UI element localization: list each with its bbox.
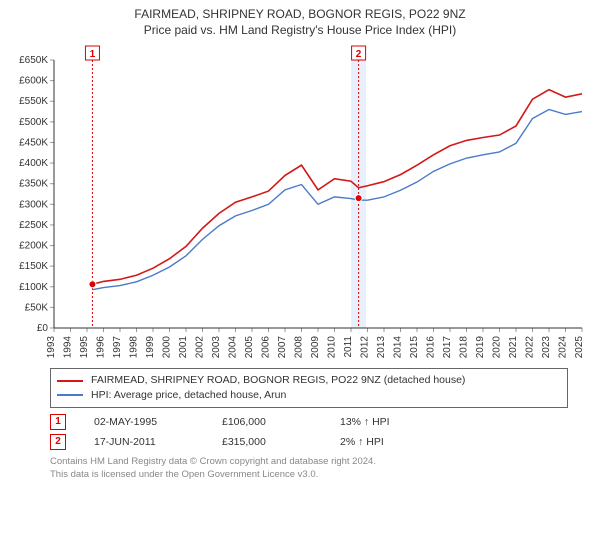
title-line1: FAIRMEAD, SHRIPNEY ROAD, BOGNOR REGIS, P… [0,6,600,22]
legend-row: HPI: Average price, detached house, Arun [57,388,561,403]
svg-text:2003: 2003 [211,336,222,359]
svg-text:£600K: £600K [19,76,48,87]
svg-text:£0: £0 [37,323,49,334]
data-point-marker: 2 [50,434,66,450]
svg-text:2011: 2011 [343,336,354,358]
data-point-pct: 13% ↑ HPI [340,416,430,428]
svg-text:2009: 2009 [310,336,321,359]
svg-text:£200K: £200K [19,241,48,252]
data-point-marker: 1 [50,414,66,430]
svg-text:£50K: £50K [25,303,49,314]
svg-text:2016: 2016 [426,336,437,359]
legend-row: FAIRMEAD, SHRIPNEY ROAD, BOGNOR REGIS, P… [57,373,561,388]
footer-line2: This data is licensed under the Open Gov… [50,469,568,482]
title-line2: Price paid vs. HM Land Registry's House … [0,22,600,38]
svg-text:2005: 2005 [244,336,255,359]
svg-text:£150K: £150K [19,262,48,273]
svg-text:2022: 2022 [525,336,536,359]
data-point-pct: 2% ↑ HPI [340,436,430,448]
svg-text:2017: 2017 [442,336,453,359]
svg-text:£300K: £300K [19,200,48,211]
svg-text:£500K: £500K [19,117,48,128]
svg-text:£450K: £450K [19,138,48,149]
legend-swatch [57,380,83,382]
data-point-date: 17-JUN-2011 [94,436,194,448]
data-point-price: £315,000 [222,436,312,448]
svg-text:2010: 2010 [327,336,338,359]
svg-text:1999: 1999 [145,336,156,359]
svg-text:£350K: £350K [19,179,48,190]
svg-text:£100K: £100K [19,282,48,293]
footer-line1: Contains HM Land Registry data © Crown c… [50,456,568,469]
svg-text:2014: 2014 [393,336,404,359]
chart: £0 £50K £100K £150K £200K £250K £300K £350K £400… [6,42,594,362]
svg-text:2020: 2020 [492,336,503,359]
svg-text:2007: 2007 [277,336,288,359]
data-point-row: 2 17-JUN-2011 £315,000 2% ↑ HPI [50,432,568,452]
legend-label: HPI: Average price, detached house, Arun [91,388,286,403]
svg-text:2018: 2018 [459,336,470,359]
svg-text:2004: 2004 [228,336,239,359]
svg-text:2001: 2001 [178,336,189,359]
data-points: 1 02-MAY-1995 £106,000 13% ↑ HPI 2 17-JUN-201… [50,412,568,452]
svg-text:2024: 2024 [558,336,569,359]
svg-text:2000: 2000 [162,336,173,359]
svg-text:1997: 1997 [112,336,123,359]
svg-text:£400K: £400K [19,158,48,169]
svg-text:2019: 2019 [475,336,486,359]
data-point-price: £106,000 [222,416,312,428]
svg-text:2002: 2002 [195,336,206,359]
svg-text:£550K: £550K [19,97,48,108]
svg-text:2025: 2025 [574,336,585,359]
data-point-date: 02-MAY-1995 [94,416,194,428]
footer: Contains HM Land Registry data © Crown c… [50,456,568,482]
chart-svg: £0 £50K £100K £150K £200K £250K £300K £350K £400… [6,42,594,362]
svg-text:2006: 2006 [261,336,272,359]
svg-text:2008: 2008 [294,336,305,359]
legend-swatch [57,394,83,396]
svg-text:1996: 1996 [96,336,107,359]
svg-text:2021: 2021 [508,336,519,359]
svg-text:1998: 1998 [129,336,140,359]
svg-text:1993: 1993 [46,336,57,359]
svg-text:1995: 1995 [79,336,90,359]
svg-text:1994: 1994 [63,336,74,359]
svg-text:2023: 2023 [541,336,552,359]
legend: FAIRMEAD, SHRIPNEY ROAD, BOGNOR REGIS, P… [50,368,568,407]
title-block: FAIRMEAD, SHRIPNEY ROAD, BOGNOR REGIS, P… [0,0,600,42]
legend-label: FAIRMEAD, SHRIPNEY ROAD, BOGNOR REGIS, P… [91,373,465,388]
svg-text:2015: 2015 [409,336,420,359]
svg-text:1: 1 [90,49,96,60]
svg-text:£650K: £650K [19,55,48,66]
svg-text:2013: 2013 [376,336,387,359]
svg-text:2: 2 [356,49,362,60]
svg-text:2012: 2012 [360,336,371,359]
data-point-row: 1 02-MAY-1995 £106,000 13% ↑ HPI [50,412,568,432]
svg-text:£250K: £250K [19,220,48,231]
